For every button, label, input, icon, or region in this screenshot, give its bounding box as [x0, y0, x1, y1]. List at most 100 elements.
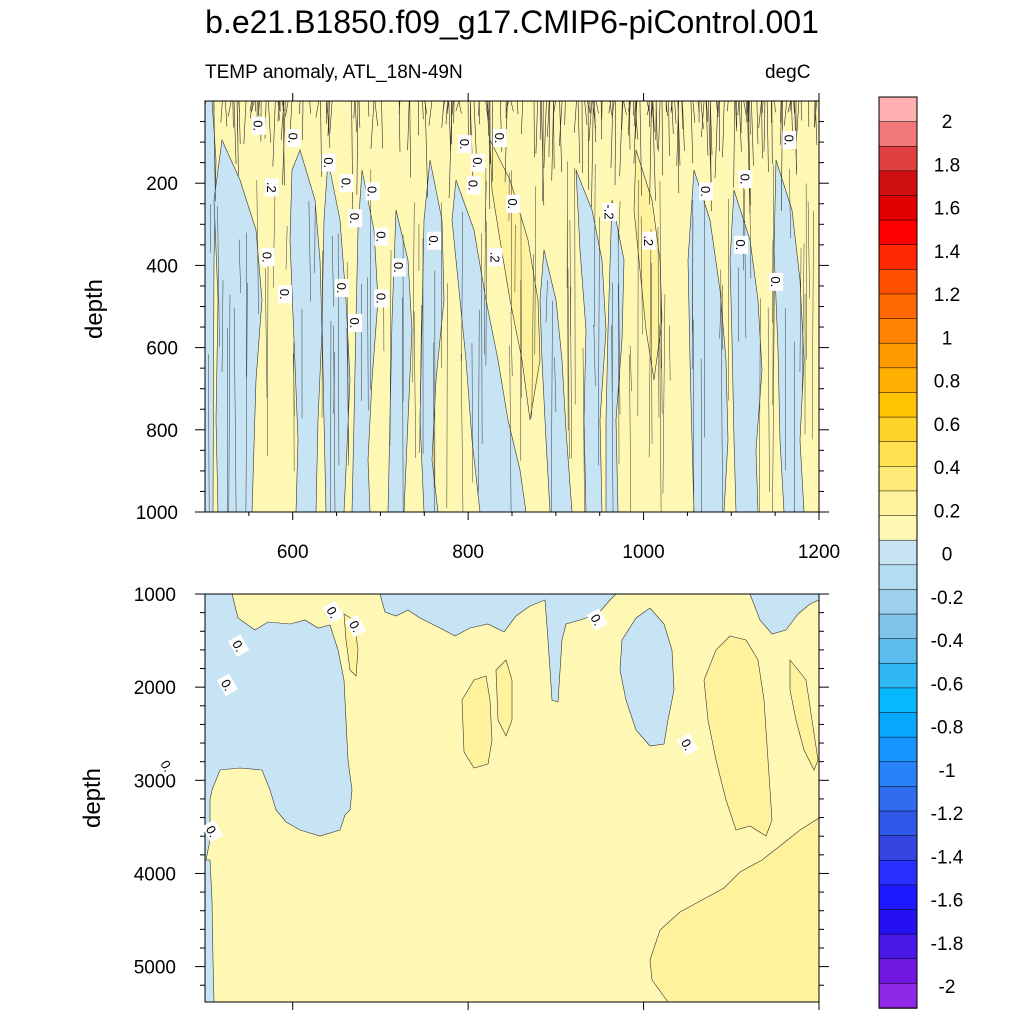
- deep-contour-line: [484, 181, 487, 231]
- surface-contour-line: [351, 101, 354, 218]
- deep-contour-line: [545, 279, 548, 323]
- surface-contour-line: [726, 101, 729, 112]
- deep-contour-line: [720, 269, 723, 512]
- surface-contour-line: [749, 101, 751, 135]
- deep-contour-line: [629, 354, 632, 512]
- deep-contour-line: [481, 233, 483, 444]
- upper-contour-label: 0.: [277, 285, 292, 304]
- contour-label-text: 0.: [286, 133, 301, 144]
- contour-label-text: 0.: [347, 213, 362, 224]
- deep-contour-line: [811, 211, 814, 440]
- surface-contour-line: [746, 101, 751, 214]
- contour-label-box: [251, 116, 266, 135]
- surface-contour-line: [614, 101, 616, 186]
- upper-contour-label: 0.: [733, 235, 749, 254]
- surface-contour-line: [780, 101, 782, 124]
- contour-label-text: .2: [641, 235, 656, 246]
- deep-contour-line: [419, 305, 422, 453]
- surface-contour-line: [619, 101, 623, 177]
- lower-contour-label: 0.: [345, 614, 367, 638]
- contour-label-text: 0.: [334, 283, 349, 294]
- upper-negative-region: [321, 159, 351, 512]
- deep-contour-line: [485, 221, 487, 366]
- deep-contour-line: [569, 219, 572, 459]
- upper-x-tick-label: 600: [277, 542, 309, 563]
- deep-contour-line: [802, 243, 805, 393]
- contour-label-box: [345, 614, 367, 638]
- colorbar-label: -0.8: [931, 718, 964, 739]
- colorbar-swatch: [878, 244, 918, 271]
- surface-contour-line: [652, 101, 656, 201]
- colorbar-swatch: [878, 96, 918, 123]
- surface-contour-line: [682, 101, 685, 152]
- deep-contour-line: [208, 354, 210, 512]
- deep-contour-line: [337, 233, 340, 466]
- contour-label-box: [492, 128, 507, 147]
- colorbar-swatch: [878, 983, 918, 1009]
- lower-contour-label: 0.: [228, 634, 250, 657]
- surface-contour-line: [588, 101, 593, 141]
- surface-contour-line: [756, 101, 759, 145]
- surface-contour-line: [553, 101, 556, 116]
- contour-label-box: [506, 194, 520, 213]
- surface-contour-line: [398, 101, 401, 114]
- surface-contour-line: [227, 101, 232, 117]
- surface-contour-line: [628, 101, 631, 112]
- colorbar-label: 1.8: [934, 155, 960, 176]
- surface-contour-line: [278, 101, 280, 121]
- colorbar-swatch: [878, 121, 918, 147]
- deep-contour-line: [285, 225, 288, 270]
- contour-label-box: [334, 279, 349, 298]
- contour-label-box: [738, 170, 753, 189]
- upper-y-tick-label: 800: [146, 421, 178, 442]
- lower-y-tick-label: 2000: [134, 678, 176, 699]
- surface-contour-line: [633, 101, 636, 126]
- contour-label-text: 0.: [277, 289, 292, 300]
- colorbar-swatch: [878, 860, 918, 886]
- colorbar-swatch: [878, 269, 918, 295]
- surface-contour-line: [709, 101, 713, 156]
- contour-label-text: 0.: [373, 231, 388, 242]
- surface-contour-line: [674, 101, 677, 124]
- surface-contour-line: [668, 101, 670, 156]
- upper-contour-label: 0.: [768, 272, 784, 291]
- surface-contour-line: [751, 101, 754, 166]
- upper-contour-label: 0.: [426, 231, 442, 250]
- contour-label-box: [374, 289, 389, 308]
- deep-contour-line: [640, 216, 643, 335]
- surface-contour-line: [784, 101, 787, 126]
- chart-subtitle-units: degC: [765, 62, 811, 83]
- surface-contour-line: [573, 101, 577, 133]
- deep-contour-line: [772, 278, 775, 512]
- deep-contour-line: [617, 228, 620, 465]
- upper-axes: 600 800 1000 1200 200 400 600 800 1000: [136, 93, 840, 563]
- surface-contour-line: [705, 101, 709, 156]
- colorbar-label: 0.6: [934, 415, 960, 436]
- upper-negative-region: [289, 149, 323, 512]
- surface-contour-line: [543, 101, 547, 169]
- contour-label-text: 0.: [321, 157, 336, 168]
- contour-label-text: 0.: [781, 135, 796, 146]
- colorbar-swatch: [878, 367, 918, 394]
- upper-y-tick-label: 400: [146, 256, 178, 277]
- colorbar-label: -1.2: [931, 804, 964, 825]
- lower-contour-label: 0.: [586, 608, 608, 631]
- lower-contour-label: 0.: [201, 819, 223, 843]
- contour-label-box: [365, 182, 380, 201]
- surface-contour-line: [542, 101, 544, 201]
- contour-label-text: 0.: [737, 174, 752, 185]
- upper-y-tick-label: 1000: [136, 503, 178, 524]
- colorbar-label: 1: [942, 328, 953, 349]
- contour-label-box: [734, 235, 749, 254]
- upper-y-tick-label: 200: [146, 174, 178, 195]
- upper-contour-label: 0.: [321, 153, 336, 172]
- deep-contour-line: [657, 227, 660, 418]
- surface-contour-line: [701, 101, 705, 138]
- upper-negative-region: [687, 169, 729, 512]
- colorbar-swatch: [878, 884, 918, 911]
- surface-contour-line: [761, 101, 763, 159]
- deep-contour-line: [402, 297, 404, 512]
- contour-label-text: 0.: [768, 276, 783, 287]
- surface-contour-line: [559, 101, 563, 173]
- deep-contour-line: [446, 283, 448, 509]
